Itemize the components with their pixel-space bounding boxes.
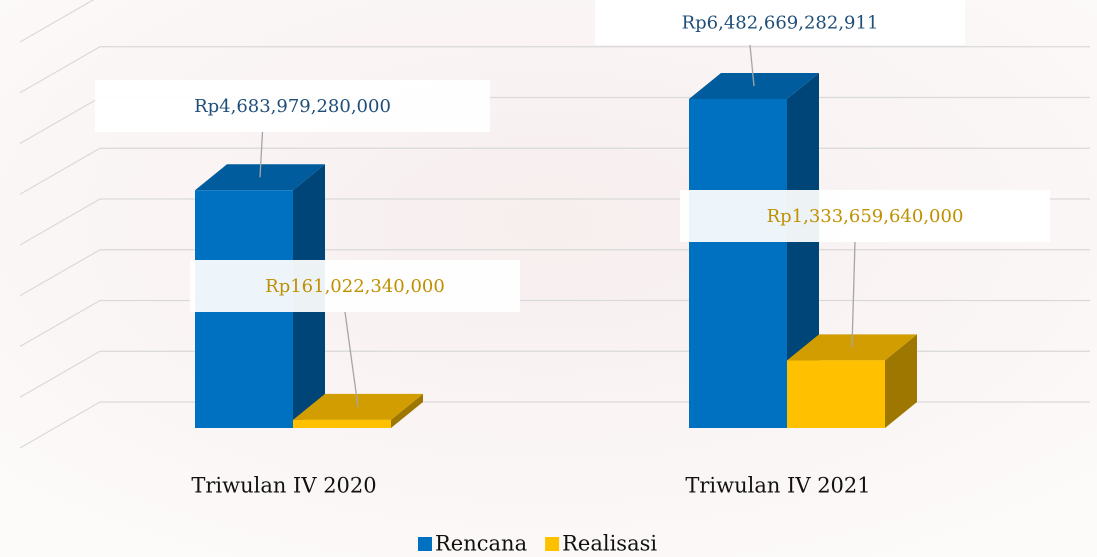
x-tick-label: Triwulan IV 2020 [191,474,376,498]
leader-line [259,131,264,178]
bar-side [885,334,917,428]
bar-side [391,393,423,428]
bar-front [689,99,787,429]
legend: Rencana Realisasi [418,532,657,556]
grid-line [19,46,1090,94]
bar-front [293,419,391,428]
label-box [595,0,965,45]
leader-line [851,241,856,348]
x-axis: Triwulan IV 2020 Triwulan IV 2021 [191,474,870,498]
leader-line [749,44,755,87]
x-tick-label: Triwulan IV 2021 [685,474,870,498]
value-labels: Rp4,683,979,280,000 Rp6,482,669,282,911 Rp… [95,0,1050,407]
label-box [95,80,490,132]
label-box [190,260,520,312]
bar-side [787,73,819,429]
value-label: Rp6,482,669,282,911 [682,13,879,34]
bar [787,334,917,428]
legend-swatch [418,537,432,551]
legend-label: Rencana [435,532,527,556]
legend-label: Realisasi [562,532,657,556]
bars [195,73,917,429]
leader-line [344,311,359,407]
bar-front [787,360,885,428]
legend-swatch [545,537,560,551]
value-label: Rp4,683,979,280,000 [194,96,391,117]
bar [689,73,819,429]
value-label: Rp161,022,340,000 [265,276,445,297]
value-label: Rp1,333,659,640,000 [767,206,964,227]
label-box [680,190,1050,242]
grid-line [19,0,95,43]
